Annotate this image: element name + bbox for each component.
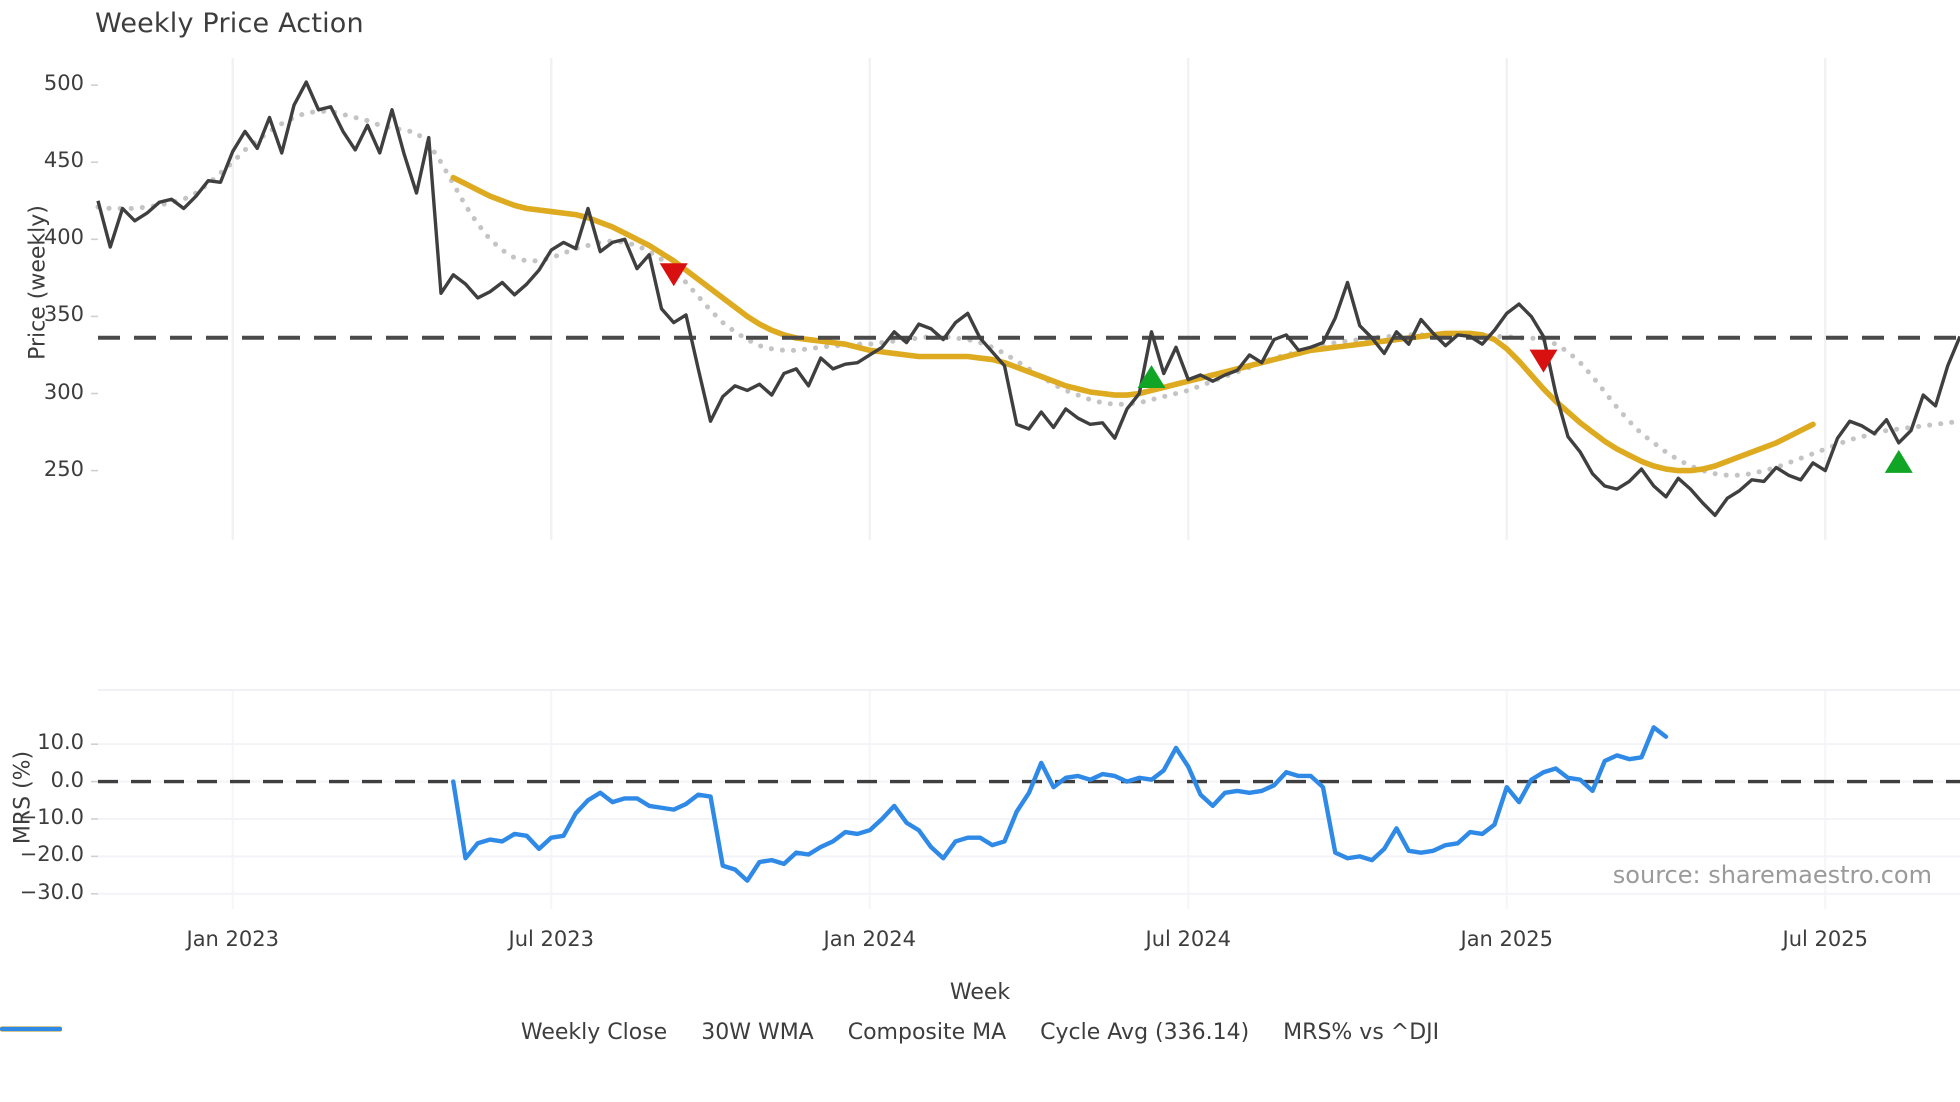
price-y-tick: 350: [43, 302, 84, 327]
legend-item[interactable]: Composite MA: [0, 1020, 1007, 1045]
price-y-tick: 250: [43, 456, 84, 481]
price-y-tick: 300: [43, 379, 84, 404]
source-watermark: source: sharemaestro.com: [1612, 861, 1932, 889]
mrs-y-tick: −10.0: [19, 804, 84, 829]
mrs-y-tick: −30.0: [19, 879, 84, 904]
x-tick: Jul 2023: [508, 927, 594, 951]
x-tick: Jan 2023: [186, 927, 280, 951]
legend-label: Cycle Avg (336.14): [1040, 1020, 1250, 1045]
chart-plot-area: [91, 58, 1960, 895]
chart-title: Weekly Price Action: [95, 8, 364, 39]
legend-label: Composite MA: [847, 1020, 1007, 1045]
price-y-tick: 400: [43, 225, 84, 250]
x-tick: Jul 2025: [1782, 927, 1868, 951]
chart-legend: Weekly Close 30W WMA Composite MA Cycle Avg…: [0, 1020, 1960, 1045]
x-tick: Jan 2024: [823, 927, 917, 951]
price-y-tick: 450: [43, 148, 84, 173]
mrs-y-tick: 0.0: [50, 767, 84, 792]
legend-label: MRS% vs ^DJI: [1283, 1020, 1440, 1045]
legend-label: 30W WMA: [701, 1020, 814, 1045]
mrs-y-tick: −20.0: [19, 842, 84, 867]
x-tick: Jan 2025: [1460, 927, 1554, 951]
legend-item[interactable]: Cycle Avg (336.14): [0, 1020, 1250, 1045]
legend-item[interactable]: MRS% vs ^DJI: [0, 1020, 1440, 1045]
legend-label: Weekly Close: [520, 1020, 668, 1045]
x-tick: Jul 2024: [1145, 927, 1231, 951]
price-y-tick: 500: [43, 71, 84, 96]
mrs-y-tick: 10.0: [37, 730, 84, 755]
legend-item[interactable]: Weekly Close: [0, 1020, 668, 1045]
x-axis-label: Week: [949, 980, 1011, 1005]
legend-item[interactable]: 30W WMA: [0, 1020, 814, 1045]
legend-swatch-solid: [0, 1026, 62, 1032]
